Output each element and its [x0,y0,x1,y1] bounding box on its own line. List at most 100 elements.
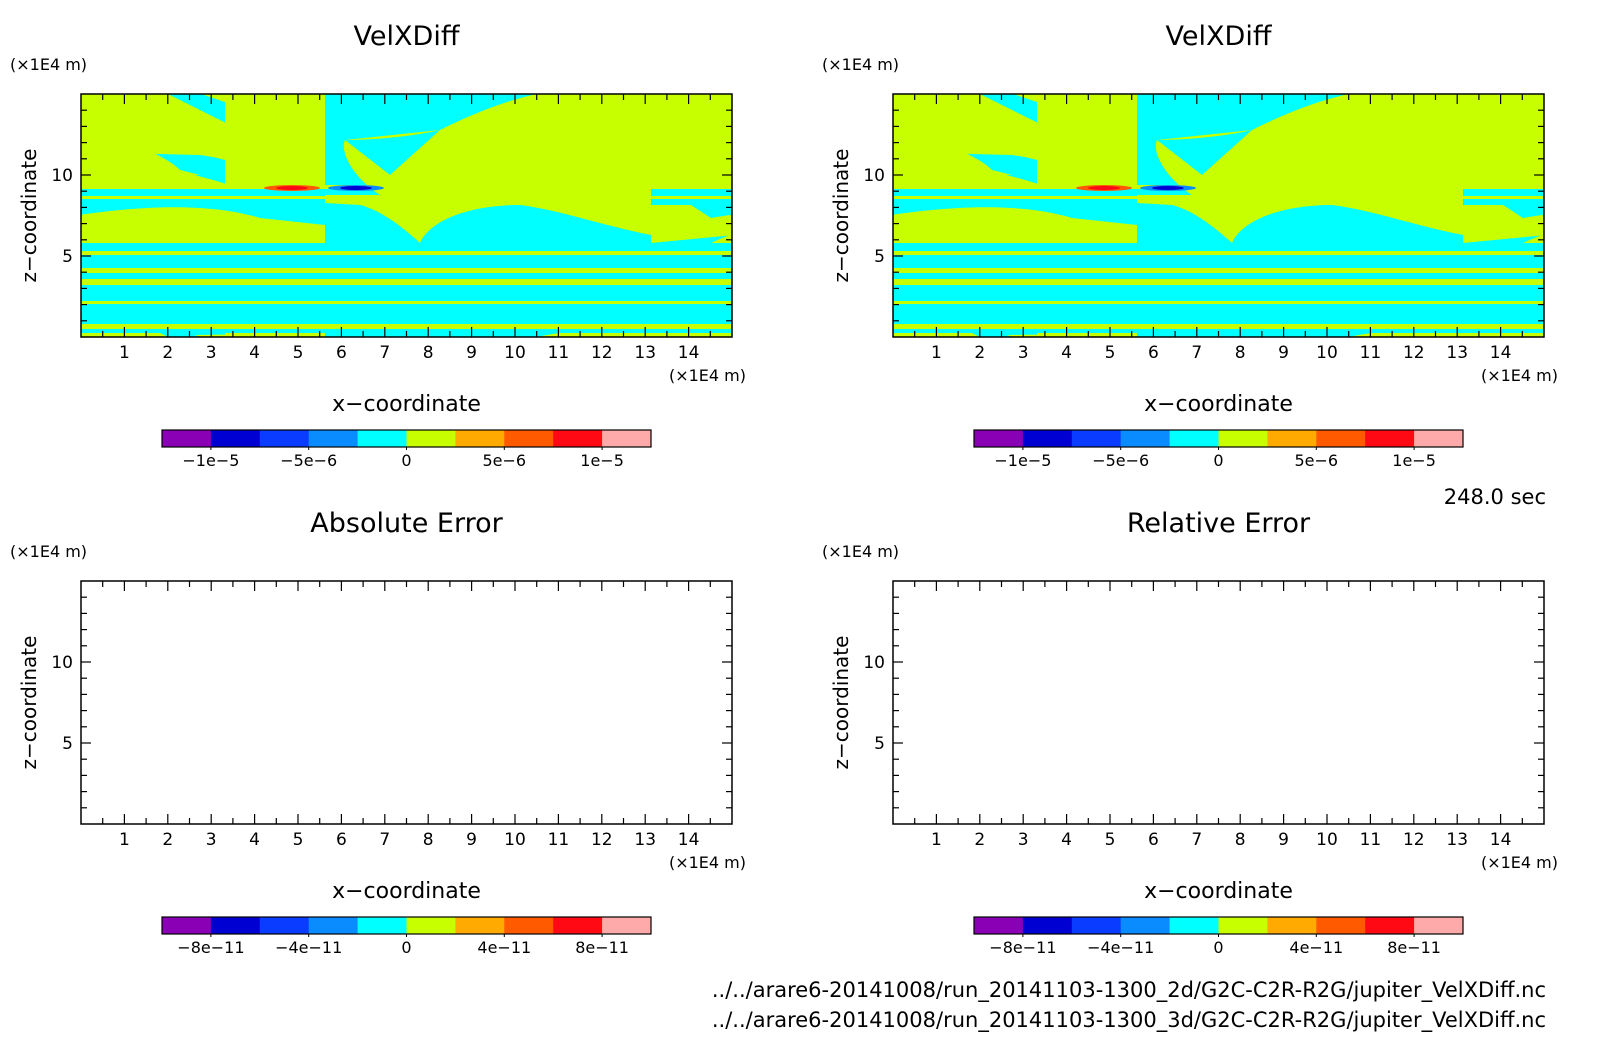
colorbar-label: −5e−6 [1092,451,1149,470]
chart-title: Relative Error [1127,508,1311,539]
x-tick-label: 8 [1235,830,1246,850]
x-tick-label: 4 [249,830,260,850]
x-tick-label: 10 [1316,830,1338,850]
panel-absolute-error: Absolute Error(×1E4 m)(×1E4 m)1 2 3 4 5 6 7 8 9 1… [10,508,746,957]
colorbar-swatch [504,917,554,934]
colorbar-swatch [1071,430,1122,447]
x-tick-label: 10 [504,343,526,363]
x-tick-label: 7 [1191,830,1202,850]
colorbar-swatch [974,917,1024,934]
x-tick-label: 5 [293,343,304,363]
x-tick-label: 13 [1446,830,1468,850]
colorbar-swatch [259,430,310,447]
y-tick-label: 5 [62,247,73,267]
x-tick-label: 6 [1148,343,1159,363]
y-unit-label: (×1E4 m) [822,542,899,561]
x-tick-label: 2 [974,830,985,850]
colorbar-swatch [455,430,505,447]
colorbar-swatch [357,430,407,447]
x-tick-label: 3 [1018,830,1029,850]
colorbar-swatch [1365,917,1415,934]
colorbar-label: −4e−11 [275,938,342,957]
y-tick-label: 5 [62,734,73,754]
colorbar-swatch [1365,430,1415,447]
y-tick-label: 10 [863,166,885,186]
x-tick-label: 8 [1235,343,1246,363]
x-tick-label: 10 [504,830,526,850]
colorbar-swatch [1414,917,1464,934]
y-tick-label: 10 [863,653,885,673]
y-tick-label: 10 [51,166,73,186]
colorbar-swatch [406,917,456,934]
colorbar-label: 0 [1213,938,1223,957]
colorbar-swatch [1316,917,1366,934]
x-tick-label: 11 [1360,830,1382,850]
x-tick-label: 9 [466,830,477,850]
colorbar-swatch [553,430,603,447]
colorbar: −8e−11 −4e−11 0 4e−11 8e−11 [161,916,652,957]
x-tick-label: 4 [249,343,260,363]
x-tick-label: 11 [548,830,570,850]
y-tick-label: 5 [874,247,885,267]
x-tick-label: 14 [1490,343,1512,363]
colorbar-swatch [974,430,1024,447]
colorbar-label: 4e−11 [477,938,531,957]
x-tick-label: 12 [1403,343,1425,363]
chart-title: VelXDiff [354,21,461,52]
colorbar-label: 0 [401,451,411,470]
file-path-3d: ../../arare6-20141008/run_20141103-1300_… [712,1008,1546,1033]
y-axis-label: z−coordinate [829,149,853,283]
colorbar-swatch [1120,917,1171,934]
x-tick-label: 6 [1148,830,1159,850]
colorbar: −8e−11 −4e−11 0 4e−11 8e−11 [973,916,1464,957]
y-unit-label: (×1E4 m) [10,542,87,561]
y-unit-label: (×1E4 m) [822,55,899,74]
x-tick-label: 12 [591,343,613,363]
x-axis-label: x−coordinate [332,392,481,417]
panel-relative-error: Relative Error(×1E4 m)(×1E4 m)1 2 3 4 5 6 7 8 9 1… [822,508,1558,957]
x-tick-label: 1 [931,830,942,850]
y-tick-label: 10 [51,653,73,673]
x-tick-label: 12 [591,830,613,850]
x-tick-label: 4 [1061,830,1072,850]
colorbar-swatch [504,430,554,447]
x-tick-label: 10 [1316,343,1338,363]
colorbar-label: 1e−5 [1392,451,1436,470]
x-tick-label: 8 [423,343,434,363]
colorbar-swatch [455,917,505,934]
colorbar-swatch [1218,917,1268,934]
colorbar-swatch [406,430,456,447]
colorbar-swatch [602,430,652,447]
y-axis-label: z−coordinate [829,636,853,770]
colorbar: −1e−5 −5e−6 0 5e−6 1e−5 [161,429,652,470]
colorbar-label: 5e−6 [1294,451,1338,470]
x-tick-label: 5 [293,830,304,850]
x-tick-label: 1 [931,343,942,363]
colorbar-swatch [1218,430,1268,447]
x-tick-label: 2 [974,343,985,363]
x-tick-label: 14 [678,830,700,850]
x-tick-label: 12 [1403,830,1425,850]
y-axis-label: z−coordinate [17,149,41,283]
colorbar-swatch [1022,430,1073,447]
x-unit-label: (×1E4 m) [669,853,746,872]
x-tick-label: 8 [423,830,434,850]
chart-title: VelXDiff [1166,21,1273,52]
x-tick-label: 14 [678,343,700,363]
colorbar-swatch [1120,430,1171,447]
colorbar-swatch [1071,917,1122,934]
colorbar-swatch [553,917,603,934]
x-unit-label: (×1E4 m) [1481,366,1558,385]
colorbar-swatch [1169,917,1219,934]
colorbar-swatch [210,430,261,447]
colorbar-swatch [259,917,310,934]
x-tick-label: 7 [379,343,390,363]
y-unit-label: (×1E4 m) [10,55,87,74]
colorbar-label: 5e−6 [482,451,526,470]
x-tick-label: 3 [1018,343,1029,363]
x-tick-label: 5 [1105,830,1116,850]
x-tick-label: 11 [1360,343,1382,363]
colorbar-swatch [210,917,261,934]
plot-frame [80,580,733,825]
